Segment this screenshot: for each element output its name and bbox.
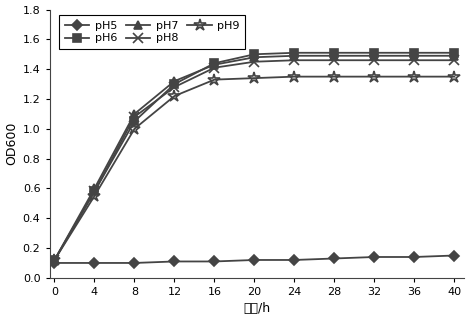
pH9: [372, 75, 377, 79]
pH8: [92, 189, 97, 193]
pH5: [412, 255, 417, 259]
pH5: [452, 254, 457, 257]
pH6: [251, 52, 257, 56]
pH7: [412, 54, 417, 58]
pH7: [132, 112, 137, 116]
pH8: [372, 58, 377, 62]
pH6: [172, 82, 177, 86]
pH6: [132, 119, 137, 123]
pH9: [212, 78, 217, 82]
pH7: [251, 55, 257, 59]
pH7: [292, 54, 298, 58]
pH6: [452, 51, 457, 55]
pH7: [372, 54, 377, 58]
Line: pH7: pH7: [50, 52, 459, 264]
pH7: [52, 258, 57, 262]
pH9: [452, 75, 457, 79]
Legend: pH5, pH6, pH7, pH8, pH9: pH5, pH6, pH7, pH8, pH9: [59, 15, 245, 49]
pH9: [332, 75, 337, 79]
pH7: [332, 54, 337, 58]
pH8: [172, 85, 177, 89]
pH6: [92, 189, 97, 193]
pH9: [92, 194, 97, 198]
pH9: [292, 75, 298, 79]
pH7: [92, 187, 97, 190]
pH8: [52, 258, 57, 262]
pH9: [52, 258, 57, 262]
pH5: [372, 255, 377, 259]
pH9: [172, 94, 177, 98]
pH9: [412, 75, 417, 79]
pH6: [372, 51, 377, 55]
pH8: [452, 58, 457, 62]
Y-axis label: OD600: OD600: [6, 122, 18, 165]
pH5: [332, 256, 337, 260]
pH5: [212, 260, 217, 264]
pH8: [132, 115, 137, 119]
pH8: [412, 58, 417, 62]
pH6: [212, 61, 217, 65]
pH6: [412, 51, 417, 55]
pH5: [52, 261, 57, 265]
pH8: [292, 58, 298, 62]
X-axis label: 时间/h: 时间/h: [243, 302, 271, 316]
pH8: [332, 58, 337, 62]
pH9: [132, 127, 137, 131]
pH9: [251, 76, 257, 80]
pH6: [52, 258, 57, 262]
Line: pH6: pH6: [50, 48, 459, 264]
pH7: [172, 79, 177, 83]
pH8: [212, 66, 217, 70]
pH6: [332, 51, 337, 55]
pH5: [92, 261, 97, 265]
Line: pH5: pH5: [51, 252, 458, 266]
pH7: [212, 63, 217, 67]
pH5: [251, 258, 257, 262]
pH5: [132, 261, 137, 265]
pH5: [292, 258, 298, 262]
pH5: [172, 260, 177, 264]
Line: pH8: pH8: [50, 56, 459, 265]
pH7: [452, 54, 457, 58]
pH6: [292, 51, 298, 55]
Line: pH9: pH9: [48, 70, 461, 266]
pH8: [251, 60, 257, 64]
